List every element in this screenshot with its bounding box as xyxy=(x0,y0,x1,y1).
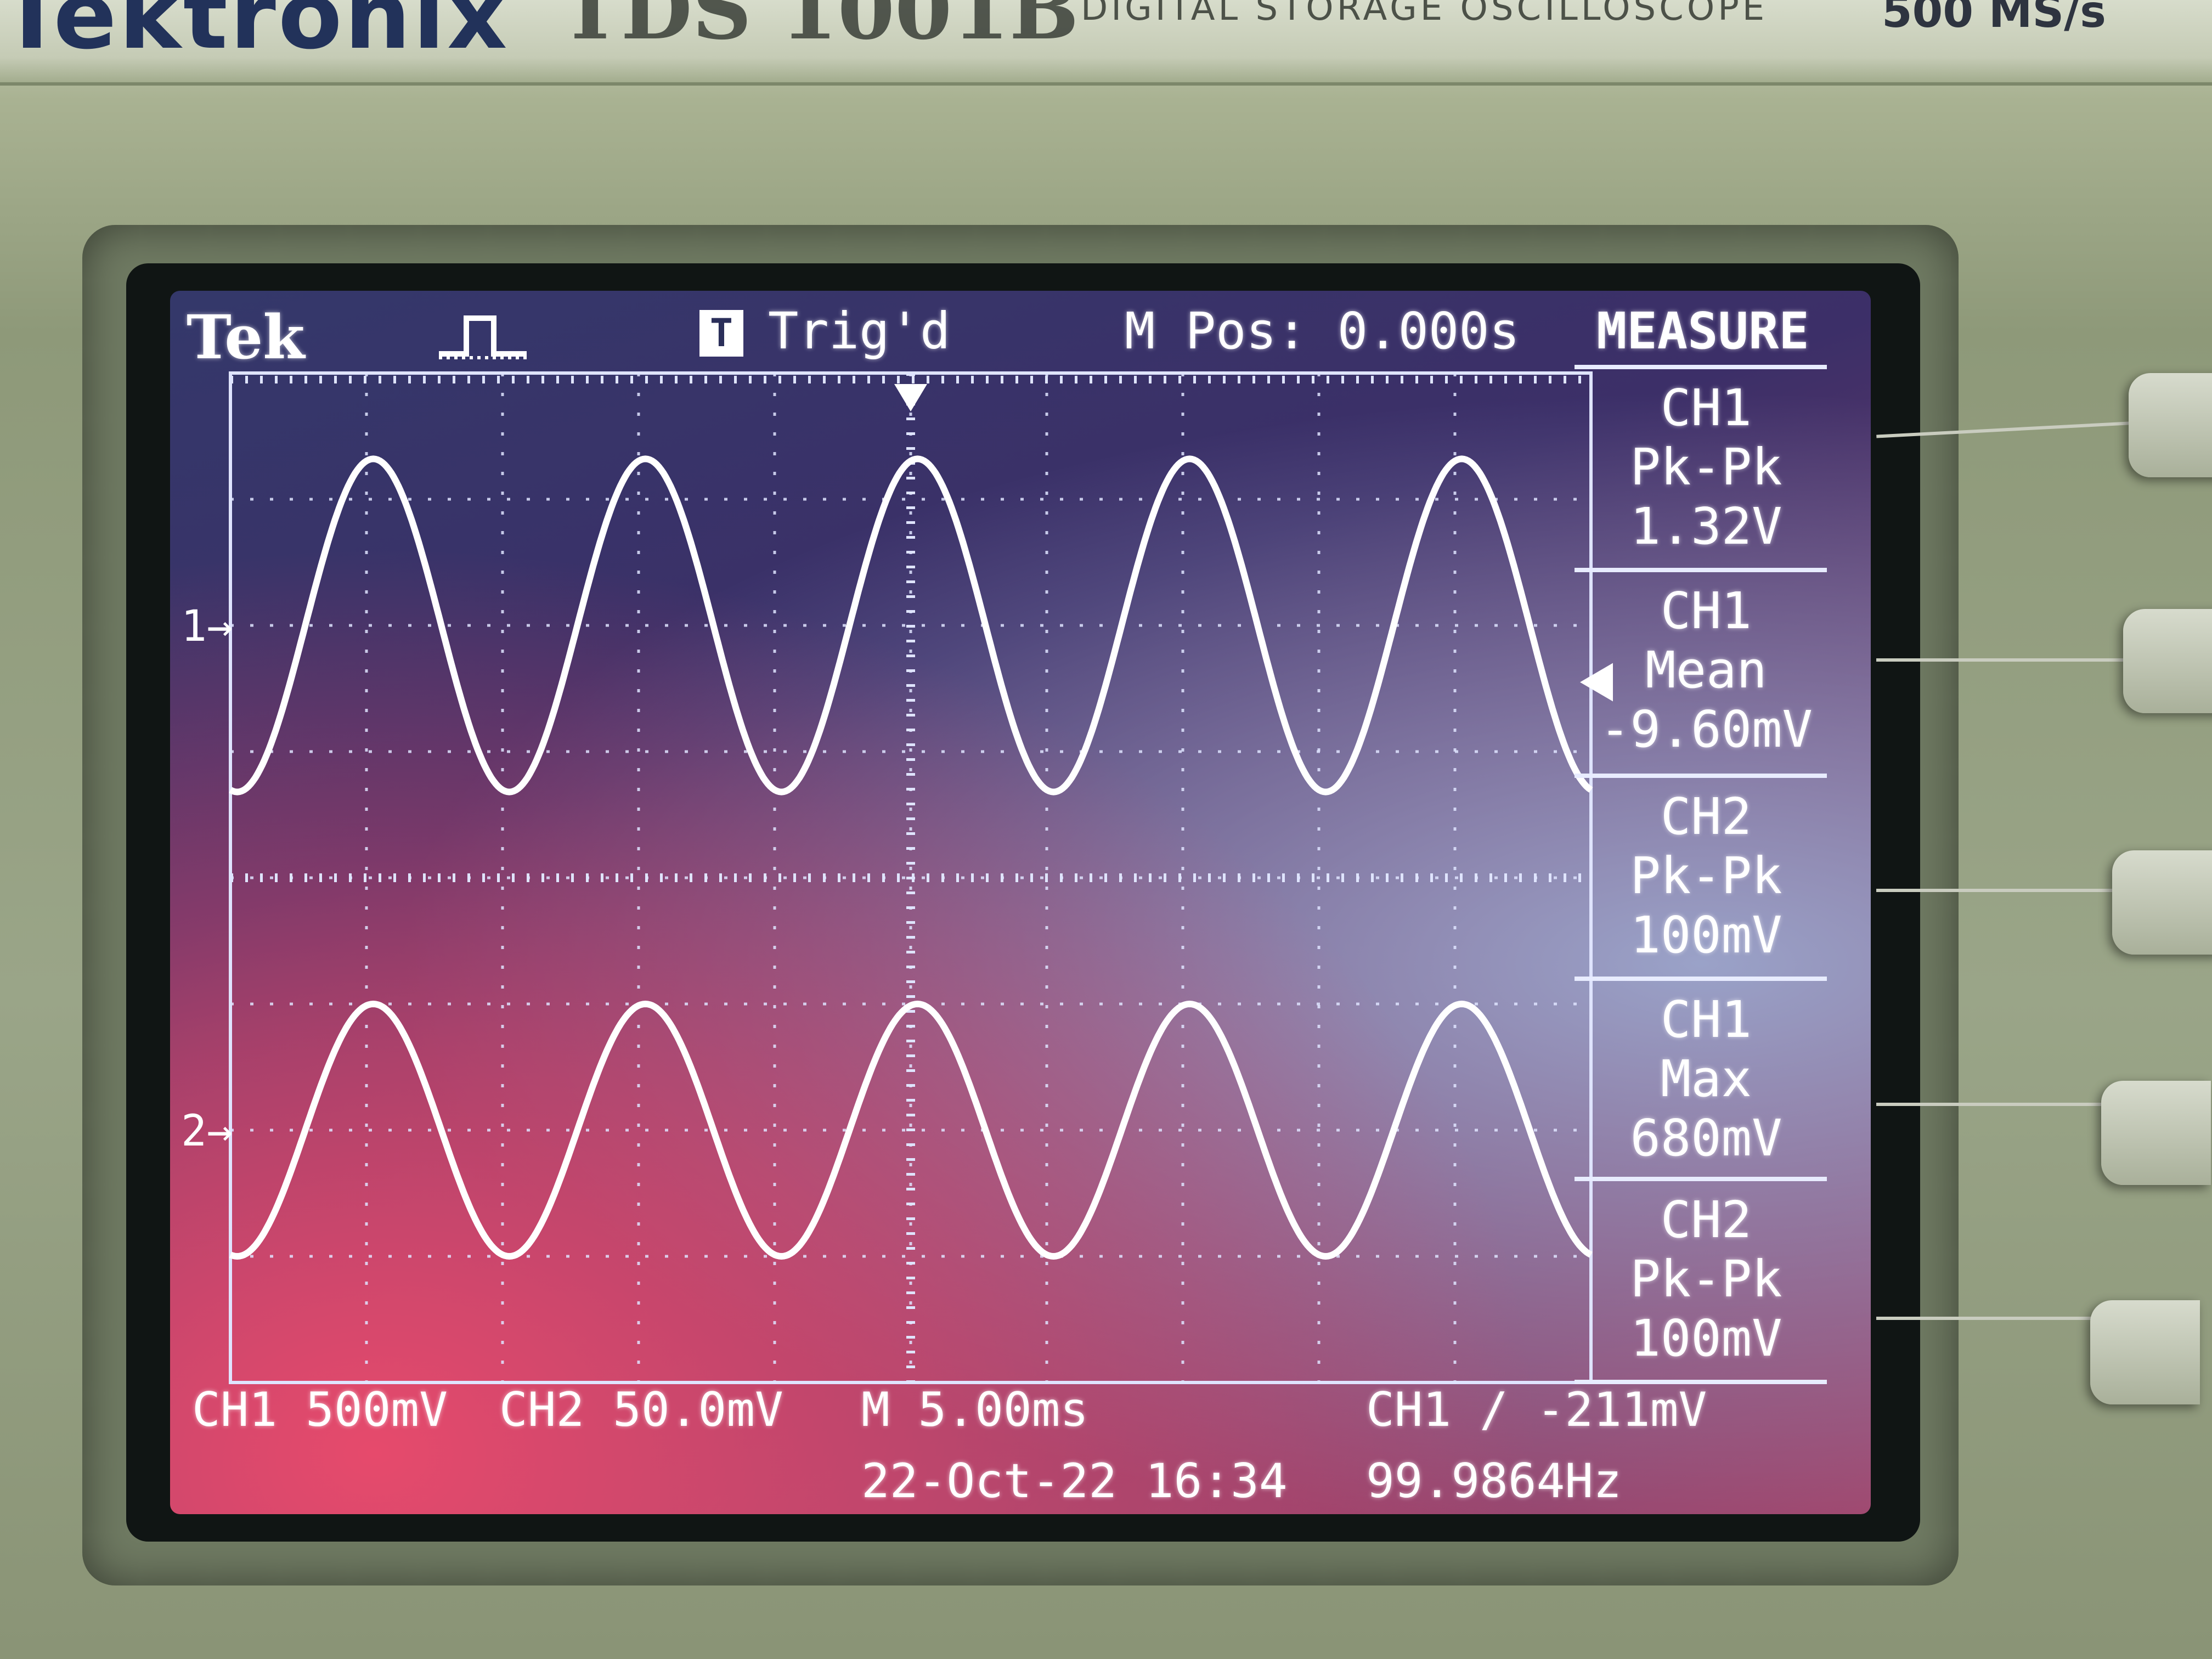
model-description: DIGITAL STORAGE OSCILLOSCOPE xyxy=(1081,0,1768,29)
button-leader-line xyxy=(1876,1317,2107,1320)
measure-separator xyxy=(1575,568,1827,572)
measure-type: Pk-Pk xyxy=(1630,1250,1782,1308)
measure-separator xyxy=(1575,365,1827,369)
menu-button-1[interactable] xyxy=(2129,373,2212,477)
menu-button-2[interactable] xyxy=(2123,609,2212,713)
measure-slot-3[interactable]: CH2 Pk-Pk 100mV xyxy=(1585,787,1827,965)
measure-value: 100mV xyxy=(1630,1309,1782,1368)
front-panel-top-strip: Tektronix TDS 1001B DIGITAL STORAGE OSCI… xyxy=(0,0,2212,86)
waveform-graticule: 1→ 2→ xyxy=(181,371,1613,1384)
measure-type: Pk-Pk xyxy=(1630,438,1782,496)
measure-type: Mean xyxy=(1645,641,1767,699)
ch1-waveform xyxy=(229,455,1593,795)
oscilloscope-display: Tek T Trig'd M Pos: 0.000s MEASURE 1→ 2→ … xyxy=(170,291,1871,1514)
measure-value: 680mV xyxy=(1630,1109,1782,1167)
waveform-traces xyxy=(229,455,1593,1260)
trigger-position-arrow xyxy=(894,384,927,411)
measure-separator xyxy=(1575,1177,1827,1181)
trigger-level-arrow xyxy=(1580,663,1613,702)
measure-slot-2[interactable]: CH1 Mean -9.60mV xyxy=(1585,582,1827,759)
trigger-level-readout: CH1 ∕ -211mV xyxy=(1366,1383,1707,1437)
date-time-readout: 22-Oct-22 16:34 xyxy=(861,1454,1288,1509)
measure-separator xyxy=(1575,1380,1827,1384)
model-number: TDS 1001B xyxy=(560,0,1079,58)
measure-slot-1[interactable]: CH1 Pk-Pk 1.32V xyxy=(1585,379,1827,556)
channel-markers: 1→ 2→ xyxy=(181,384,1613,1156)
menu-button-5[interactable] xyxy=(2090,1300,2200,1404)
measure-source: CH1 xyxy=(1660,990,1752,1049)
tek-logo: Tek xyxy=(187,302,305,373)
measure-separator xyxy=(1575,774,1827,778)
measure-menu-title: MEASURE xyxy=(1596,302,1809,360)
measure-value: -9.60mV xyxy=(1600,700,1813,759)
button-leader-line xyxy=(1876,658,2129,662)
measure-source: CH2 xyxy=(1660,787,1752,846)
measure-slot-4[interactable]: CH1 Max 680mV xyxy=(1585,990,1827,1168)
button-leader-line xyxy=(1876,889,2129,892)
trigger-frequency-readout: 99.9864Hz xyxy=(1366,1454,1622,1509)
menu-button-4[interactable] xyxy=(2101,1081,2211,1185)
measure-slot-5[interactable]: CH2 Pk-Pk 100mV xyxy=(1585,1190,1827,1368)
measure-value: 100mV xyxy=(1630,906,1782,964)
brand-logo: Tektronix xyxy=(0,0,510,70)
ch2-volts-per-div: CH2 50.0mV xyxy=(499,1383,783,1437)
timebase-readout: M 5.00ms xyxy=(861,1383,1089,1437)
trigger-status: Trig'd xyxy=(768,302,951,360)
ch1-volts-per-div: CH1 500mV xyxy=(192,1383,448,1437)
ch2-ground-marker: 2→ xyxy=(181,1107,233,1156)
menu-button-3[interactable] xyxy=(2112,850,2212,955)
sample-rate-label: 500 MS/s xyxy=(1882,0,2106,37)
button-leader-line xyxy=(1876,1103,2118,1106)
ch2-waveform xyxy=(229,1001,1593,1260)
measure-source: CH2 xyxy=(1660,1190,1752,1249)
measure-value: 1.32V xyxy=(1630,497,1782,556)
trigger-badge: T xyxy=(699,310,743,357)
ch1-ground-marker: 1→ xyxy=(181,602,233,651)
measure-type: Pk-Pk xyxy=(1630,847,1782,905)
measure-source: CH1 xyxy=(1660,379,1752,437)
measure-source: CH1 xyxy=(1660,582,1752,640)
measure-type: Max xyxy=(1660,1049,1752,1108)
horizontal-position: M Pos: 0.000s xyxy=(1125,302,1520,360)
measure-separator xyxy=(1575,977,1827,981)
graticule-grid xyxy=(229,371,1593,1384)
pulse-icon xyxy=(439,315,527,359)
